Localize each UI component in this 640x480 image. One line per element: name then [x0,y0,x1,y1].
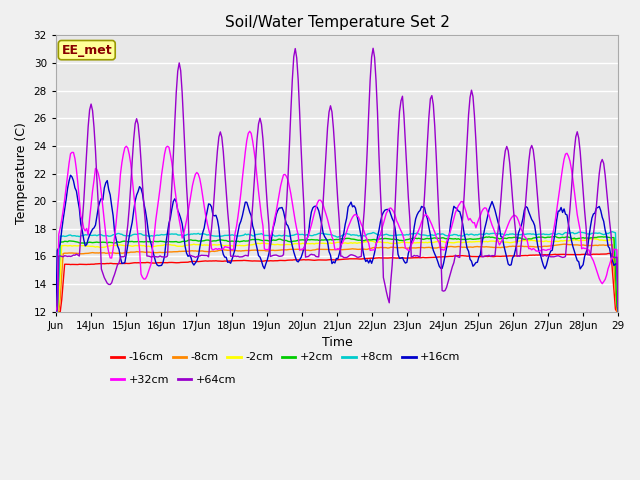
Legend: +32cm, +64cm: +32cm, +64cm [106,370,241,389]
Text: EE_met: EE_met [61,44,112,57]
Y-axis label: Temperature (C): Temperature (C) [15,122,28,225]
Title: Soil/Water Temperature Set 2: Soil/Water Temperature Set 2 [225,15,449,30]
X-axis label: Time: Time [322,336,353,349]
